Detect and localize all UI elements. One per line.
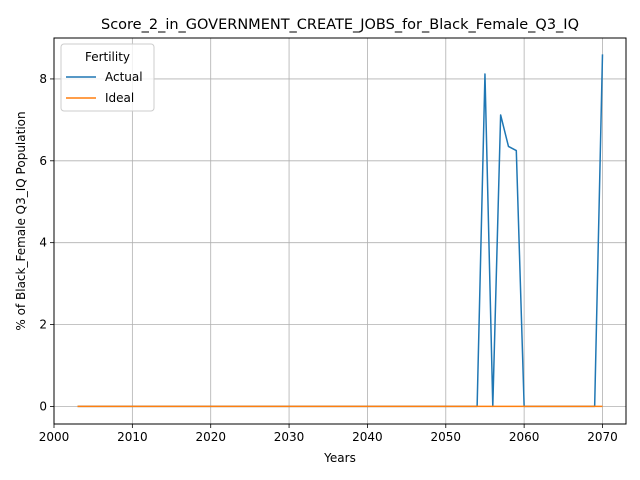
legend-box [60, 43, 155, 112]
x-axis-ticks: 2000 2010 2020 2030 2040 2050 2060 2070 [39, 424, 618, 444]
legend-title: Fertility [85, 50, 130, 64]
x-tick-label: 2020 [195, 430, 226, 444]
x-tick-label: 2040 [352, 430, 383, 444]
x-tick-label: 2010 [117, 430, 148, 444]
x-tick-label: 2060 [509, 430, 540, 444]
y-tick-label: 0 [39, 399, 47, 413]
chart-title: Score_2_in_GOVERNMENT_CREATE_JOBS_for_Bl… [101, 17, 579, 33]
legend-label-actual: Actual [105, 70, 143, 84]
x-tick-label: 2070 [587, 430, 618, 444]
legend: Fertility Actual Ideal [60, 43, 155, 112]
x-tick-label: 2000 [39, 430, 70, 444]
y-axis-label: % of Black_Female Q3_IQ Population [14, 111, 28, 330]
x-axis-label: Years [323, 451, 356, 465]
y-axis-ticks: 0 2 4 6 8 [39, 72, 54, 413]
y-tick-label: 2 [39, 318, 47, 332]
y-tick-label: 4 [39, 236, 47, 250]
series-lines [77, 54, 604, 408]
y-tick-label: 6 [39, 154, 47, 168]
x-tick-label: 2030 [274, 430, 305, 444]
plot-frame [53, 37, 627, 425]
legend-label-ideal: Ideal [105, 91, 134, 105]
x-tick-label: 2050 [431, 430, 462, 444]
y-tick-label: 8 [39, 72, 47, 86]
